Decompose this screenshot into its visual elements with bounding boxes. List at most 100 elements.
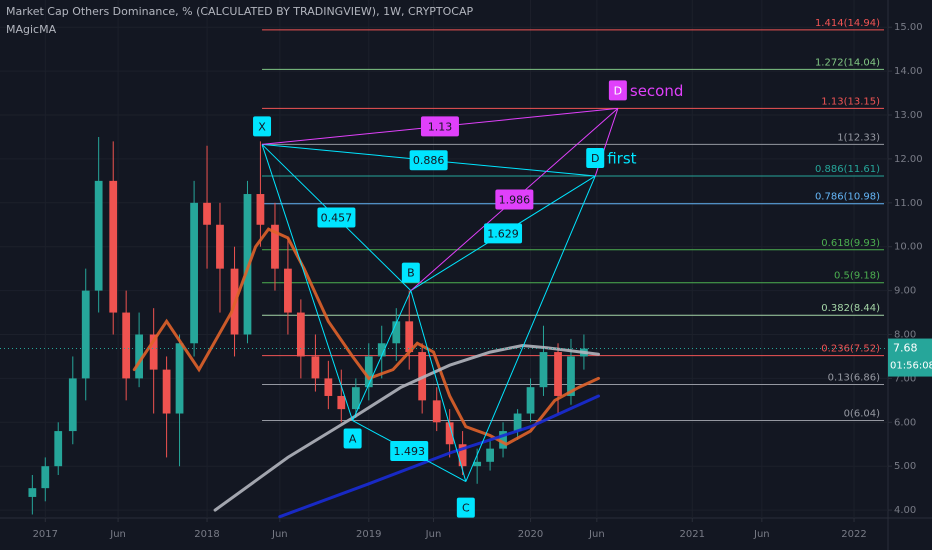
- candle-body: [526, 387, 535, 414]
- candle-body: [311, 356, 320, 379]
- x-tick-label: Jun: [425, 529, 442, 540]
- pattern-point-label: A: [349, 433, 357, 446]
- y-tick-label: 7.00: [894, 373, 916, 384]
- ratio-label: 1.493: [393, 445, 425, 458]
- y-tick-label: 5.00: [894, 461, 916, 472]
- candle-body: [445, 422, 454, 445]
- pattern-point-note: first: [607, 150, 636, 168]
- fib-label: 0.13(6.86): [828, 373, 880, 384]
- fib-label: 0(6.04): [844, 409, 881, 420]
- pattern-point-label: B: [407, 267, 415, 280]
- x-tick-label: 2019: [356, 529, 381, 540]
- candle-body: [149, 334, 158, 370]
- pattern-leg: [352, 290, 412, 421]
- candle-body: [135, 334, 143, 379]
- candle-body: [554, 352, 562, 396]
- x-tick-label: 2020: [518, 529, 543, 540]
- fib-label: 1.13(13.15): [821, 96, 880, 107]
- y-tick-label: 4.00: [894, 505, 916, 516]
- x-tick-label: Jun: [753, 529, 770, 540]
- x-tick-label: Jun: [109, 529, 126, 540]
- x-tick-label: 2017: [33, 529, 58, 540]
- candle-body: [243, 194, 252, 335]
- candle-body: [377, 343, 386, 357]
- ratio-label: 1.629: [487, 227, 519, 240]
- moving-average: [132, 227, 600, 447]
- pattern-leg: [410, 290, 467, 482]
- candle-body: [392, 321, 401, 344]
- candle-body: [513, 413, 522, 432]
- fib-label: 1.272(14.04): [815, 57, 880, 68]
- candle-body: [486, 448, 494, 462]
- plot-area: 1.414(14.94) 1.272(14.04) 1.13(13.15) 1(12.…: [0, 17, 888, 519]
- pattern-point-box: [401, 262, 420, 283]
- candle-body: [458, 444, 467, 467]
- candle-body: [271, 224, 279, 269]
- moving-average: [213, 343, 600, 512]
- candle-body: [567, 356, 575, 396]
- fib-label: 1(12.33): [837, 132, 880, 143]
- pattern-point-label: C: [462, 502, 470, 515]
- candle-body: [432, 400, 441, 423]
- fib-label: 0.618(9.93): [821, 238, 880, 249]
- candle-body: [351, 387, 360, 410]
- candle-body: [473, 461, 482, 467]
- candle-body: [324, 378, 333, 396]
- candle-body: [122, 312, 131, 379]
- fib-label: 0.382(8.44): [821, 303, 880, 314]
- pattern-point-label: D: [591, 152, 599, 165]
- candle-body: [203, 202, 211, 225]
- indicator-name: MAgicMA: [6, 23, 57, 36]
- ratio-label: 1.986: [499, 194, 531, 207]
- candle-body: [296, 312, 305, 357]
- y-tick-label: 12.00: [894, 154, 923, 165]
- ratio-box: [495, 189, 534, 210]
- fib-label: 0.5(9.18): [834, 271, 880, 282]
- pattern-point-label: D: [614, 84, 622, 97]
- ratio-box: [484, 223, 523, 244]
- candle-body: [54, 431, 63, 467]
- candle-body: [109, 180, 118, 313]
- candle-body: [41, 466, 50, 489]
- pattern-point-label: X: [258, 120, 266, 133]
- candle-body: [162, 369, 171, 414]
- x-tick-label: 2022: [841, 529, 866, 540]
- y-tick-label: 10.00: [894, 242, 923, 253]
- candle-body: [175, 343, 184, 414]
- pattern-point-box: [608, 80, 627, 101]
- y-tick-label: 13.00: [894, 110, 923, 121]
- y-tick-label: 11.00: [894, 198, 923, 209]
- y-tick-label: 6.00: [894, 417, 916, 428]
- candle-body: [216, 224, 224, 269]
- fib-label: 0.886(11.61): [815, 164, 880, 175]
- ratio-label: 1.13: [428, 120, 453, 133]
- x-tick-label: Jun: [588, 529, 605, 540]
- ratio-box: [409, 150, 448, 171]
- x-tick-label: Jun: [271, 529, 288, 540]
- last-price-box: [888, 338, 932, 377]
- candle-body: [256, 194, 265, 225]
- pattern-point-box: [586, 148, 605, 169]
- x-tick-label: 2018: [194, 529, 219, 540]
- fib-label: 0.786(10.98): [815, 192, 880, 203]
- y-tick-label: 8.00: [894, 330, 916, 341]
- last-price-label: 7.68: [893, 342, 918, 355]
- candle-body: [68, 378, 77, 432]
- candle-body: [190, 202, 198, 344]
- candle-body: [94, 180, 103, 291]
- y-tick-label: 14.00: [894, 66, 923, 77]
- ratio-box: [390, 441, 429, 462]
- pattern-point-box: [253, 116, 272, 137]
- candle-body: [364, 356, 373, 388]
- candle-body: [539, 352, 548, 388]
- ratio-box: [420, 116, 459, 137]
- pattern-leg: [465, 175, 596, 482]
- chart-title: Market Cap Others Dominance, % (CALCULAT…: [6, 5, 474, 18]
- fib-label: 0.236(7.52): [821, 344, 880, 355]
- pattern-leg: [261, 144, 354, 421]
- ratio-label: 0.457: [321, 212, 353, 225]
- candle-body: [28, 488, 37, 497]
- candle-body: [81, 290, 90, 379]
